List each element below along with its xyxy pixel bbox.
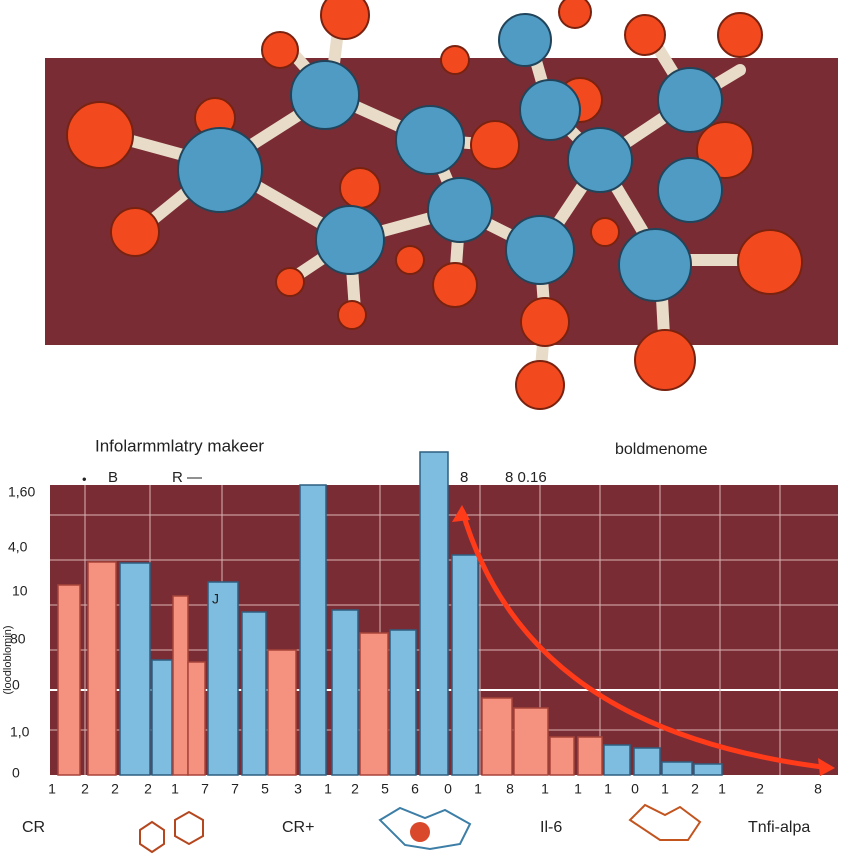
x-number: 3 — [294, 781, 302, 797]
x-number: 2 — [81, 781, 89, 797]
y-tick-label: 0 — [12, 765, 20, 781]
x-number: 8 — [506, 781, 514, 797]
legend-entry: R — — [172, 469, 202, 486]
x-numbers: 1 2 2 2 1 7 7 5 3 1 2 5 6 0 1 8 1 1 1 0 1 2 1 2 8 — [48, 781, 822, 797]
category-label: Tnfi-alpa — [748, 819, 810, 836]
y-tick-label: 1,60 — [8, 484, 35, 500]
side-title: boldmenome — [615, 441, 708, 458]
y-tick-label: 0 — [12, 677, 20, 693]
x-number: 1 — [541, 781, 549, 797]
x-number: 2 — [144, 781, 152, 797]
x-number: 0 — [631, 781, 639, 797]
category-label: Il-6 — [540, 819, 562, 836]
molecule — [66, 0, 803, 410]
x-number: 1 — [574, 781, 582, 797]
y-tick-label: 1,0 — [10, 724, 30, 740]
molecule-icons — [139, 803, 702, 854]
x-number: 0 — [444, 781, 452, 797]
x-number: 7 — [201, 781, 209, 797]
annotation: 8 — [460, 469, 468, 486]
x-number: 1 — [324, 781, 332, 797]
x-number: 2 — [351, 781, 359, 797]
chart-title: Infolarmmlatry makeer — [95, 436, 264, 455]
trend-arrow — [459, 509, 831, 771]
bars — [57, 451, 723, 776]
x-number: 5 — [381, 781, 389, 797]
x-number: 8 — [814, 781, 822, 797]
x-number: 5 — [261, 781, 269, 797]
y-tick-label: 4,0 — [8, 539, 28, 555]
y-tick-label: 80 — [10, 631, 26, 647]
annotation: 8 0.16 — [505, 469, 547, 486]
x-number: 1 — [604, 781, 612, 797]
y-tick-label: 10 — [12, 583, 28, 599]
annotation: J — [212, 591, 219, 607]
x-number: 1 — [48, 781, 56, 797]
x-number: 2 — [756, 781, 764, 797]
x-number: 2 — [691, 781, 699, 797]
x-number: 1 — [171, 781, 179, 797]
category-label: CR+ — [282, 819, 314, 836]
x-number: 1 — [474, 781, 482, 797]
x-number: 7 — [231, 781, 239, 797]
category-label: CR — [22, 819, 45, 836]
legend-entry: B — [108, 469, 118, 486]
x-number: 6 — [411, 781, 419, 797]
x-number: 2 — [111, 781, 119, 797]
legend-marker: • — [82, 471, 87, 486]
y-axis-label: (loodloblomin) — [2, 625, 14, 694]
x-number: 1 — [718, 781, 726, 797]
x-number: 1 — [661, 781, 669, 797]
